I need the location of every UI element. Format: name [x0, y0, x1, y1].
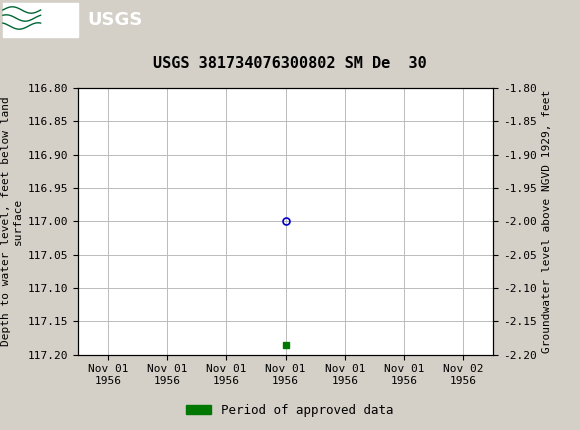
Y-axis label: Depth to water level, feet below land
surface: Depth to water level, feet below land su…: [1, 97, 23, 346]
Legend: Period of approved data: Period of approved data: [181, 399, 399, 421]
Bar: [3, 3, 78, 37]
Y-axis label: Groundwater level above NGVD 1929, feet: Groundwater level above NGVD 1929, feet: [542, 90, 552, 353]
Text: USGS 381734076300802 SM De  30: USGS 381734076300802 SM De 30: [153, 56, 427, 71]
Text: USGS: USGS: [87, 11, 142, 29]
